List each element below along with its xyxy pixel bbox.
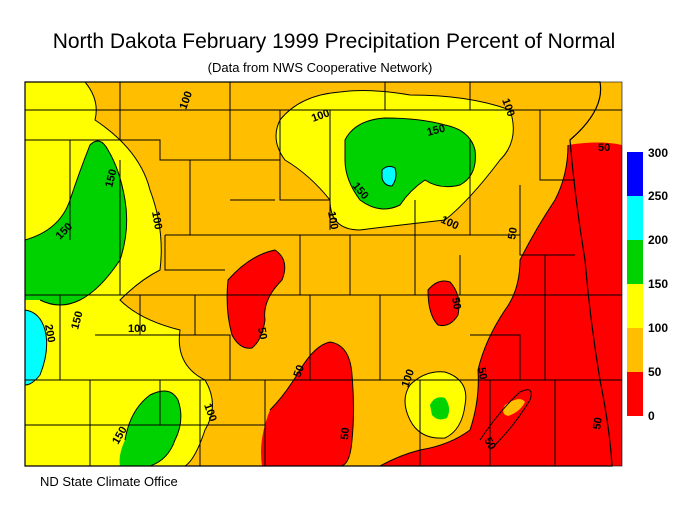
contour-label: 100	[128, 323, 146, 335]
county-boundaries	[25, 82, 622, 466]
contour-label: 50	[339, 427, 352, 440]
region-0-50-east	[380, 142, 622, 466]
contour-label: 50	[449, 296, 463, 310]
legend-swatch-100-150	[627, 284, 643, 328]
contour-label: 50	[292, 363, 307, 379]
contour-label: 100	[499, 97, 517, 118]
contour-label: 50	[598, 142, 610, 154]
region-150-200-west	[25, 141, 127, 305]
region-0-50-blob	[428, 281, 459, 326]
contour-label: 100	[310, 107, 331, 125]
contour-label: 50	[506, 226, 520, 240]
contour-label: 150	[426, 123, 447, 139]
contour-label: 100	[400, 368, 418, 389]
region-0-50-central-south	[261, 342, 354, 466]
region-0-50-central	[227, 250, 285, 349]
legend-label-200: 200	[648, 233, 669, 247]
map-title: North Dakota February 1999 Precipitation…	[52, 30, 616, 53]
legend-color-bar	[627, 152, 643, 416]
state-outline	[24, 81, 613, 467]
legend-swatch-150-200	[627, 240, 643, 284]
contour-label: 100	[325, 210, 340, 230]
contour-label: 50	[481, 436, 498, 453]
region-200-250-north	[382, 166, 396, 186]
legend-swatch-200-250	[627, 196, 643, 240]
legend-swatch-50-100	[627, 328, 643, 372]
legend-swatch-0-50	[627, 372, 643, 416]
legend-label-300: 300	[648, 146, 669, 160]
legend-label-0: 0	[648, 409, 655, 423]
contour-label: 50	[475, 366, 489, 380]
legend-label-250: 250	[648, 189, 669, 203]
legend-swatch-250-300	[627, 152, 643, 196]
contour-label: 100	[201, 402, 219, 423]
contour-label: 150	[69, 310, 85, 331]
legend-label-50: 50	[648, 365, 662, 379]
contour-label: 100	[149, 210, 164, 230]
contour-label: 50	[591, 416, 605, 430]
legend-label-100: 100	[648, 321, 669, 335]
legend-label-150: 150	[648, 277, 669, 291]
contour-labels: 100 100 150 100 50 150 150 100 150 100 5…	[42, 90, 610, 452]
region-200-250-west	[25, 310, 47, 385]
region-150-200-south	[430, 397, 450, 420]
contour-label: 100	[178, 90, 196, 111]
contour-label: 50	[255, 326, 269, 340]
contour-label: 200	[42, 323, 57, 343]
region-150-200-southwest	[119, 391, 181, 466]
region-100-150-west	[25, 82, 213, 466]
credit-text: ND State Climate Office	[40, 474, 178, 489]
map-subtitle: (Data from NWS Cooperative Network)	[207, 60, 433, 75]
contour-label: 150	[103, 168, 119, 189]
